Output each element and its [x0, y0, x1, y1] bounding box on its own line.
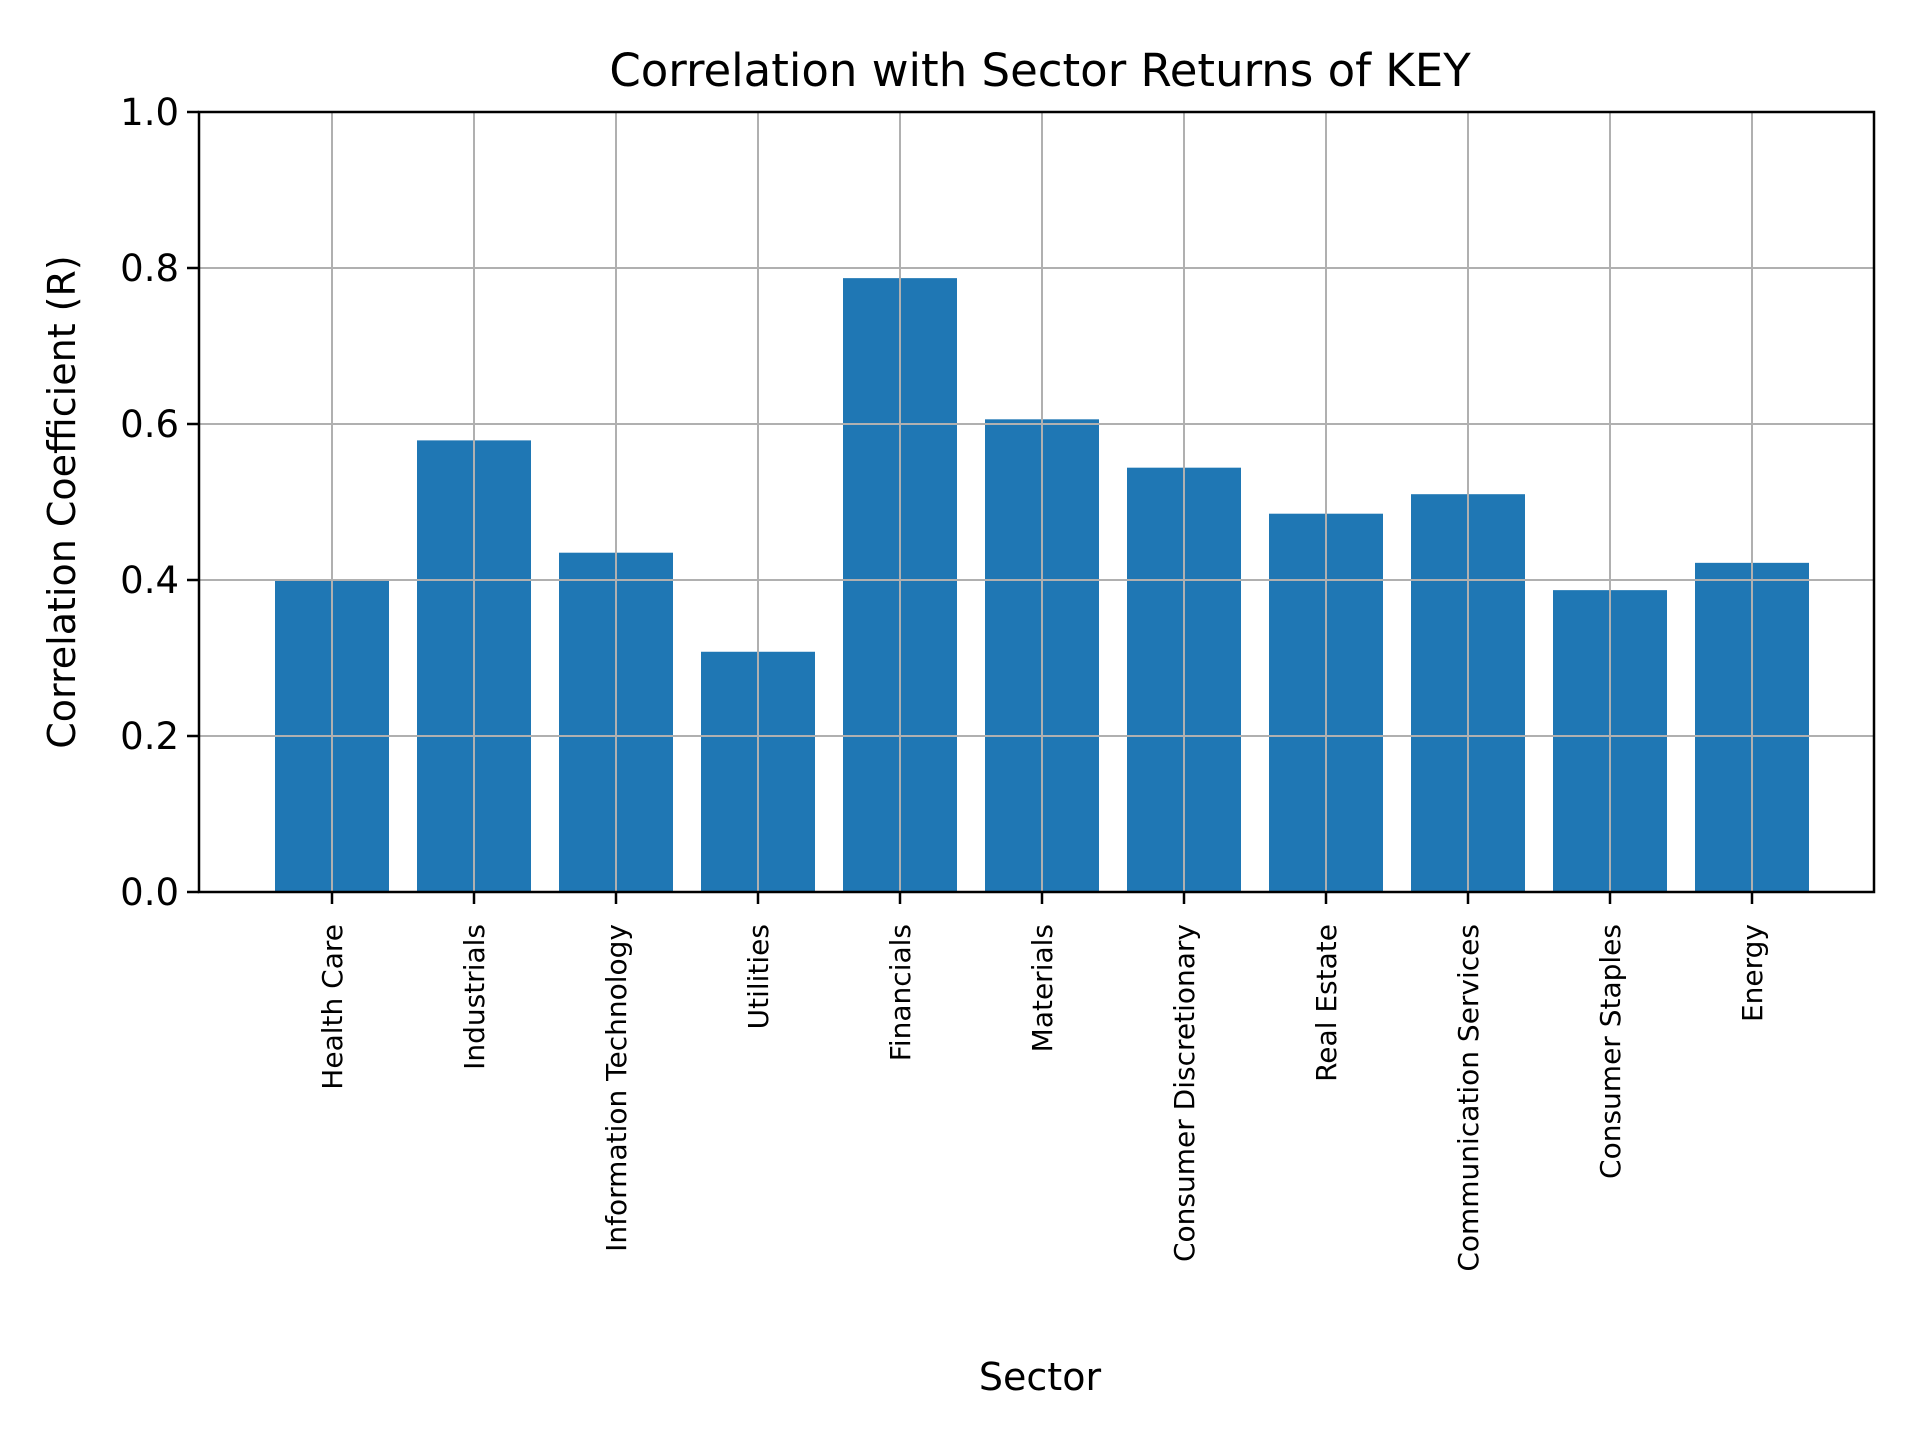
chart-title: Correlation with Sector Returns of KEY: [609, 44, 1471, 97]
x-tick-label: Health Care: [316, 924, 349, 1090]
x-tick-label: Communication Services: [1452, 924, 1485, 1272]
x-tick-label: Materials: [1026, 924, 1059, 1052]
y-tick-label: 0.6: [120, 403, 179, 446]
y-tick-label: 1.0: [120, 91, 179, 134]
y-tick-label: 0.0: [120, 871, 179, 914]
x-tick-label: Consumer Staples: [1594, 924, 1627, 1179]
y-axis: 0.0 0.2 0.4 0.6 0.8 1.0: [120, 91, 199, 914]
x-tick-label: Consumer Discretionary: [1168, 924, 1201, 1262]
x-tick-label: Information Technology: [600, 924, 633, 1252]
y-axis-label: Correlation Coefficient (R): [40, 255, 84, 748]
y-tick-label: 0.8: [120, 247, 179, 290]
x-axis: Health Care Industrials Information Techno…: [316, 892, 1769, 1272]
x-tick-label: Industrials: [458, 924, 491, 1070]
x-tick-label: Financials: [884, 924, 917, 1061]
plot-frame: [197, 110, 1876, 894]
x-tick-label: Utilities: [742, 924, 775, 1029]
y-tick-label: 0.2: [120, 715, 179, 758]
x-tick-label: Energy: [1736, 924, 1769, 1022]
y-tick-label: 0.4: [120, 559, 179, 602]
x-axis-label: Sector: [979, 1355, 1102, 1399]
x-tick-label: Real Estate: [1310, 924, 1343, 1082]
